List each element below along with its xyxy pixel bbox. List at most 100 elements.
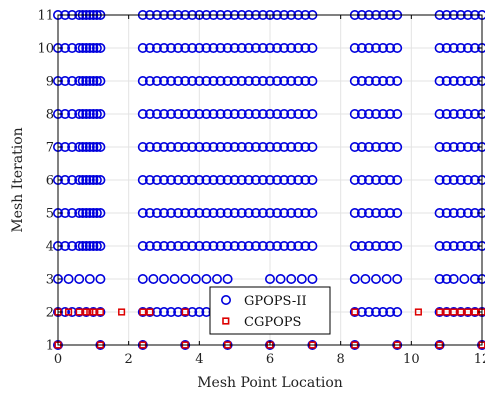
gpops-point [84,175,95,186]
gpops-point [180,273,191,284]
gpops-point [286,175,297,186]
gpops-point [250,175,261,186]
gpops-point [275,273,286,284]
legend: GPOPS-II CGPOPS [209,286,331,335]
gpops-point [307,208,318,219]
gpops-point [95,109,106,120]
legend-box [209,286,331,335]
gpops-point [74,42,85,53]
gpops-point [173,76,184,87]
y-tick-label: 2 [46,306,54,321]
gpops-point [166,109,177,120]
gpops-point [363,241,374,252]
gpops-point [434,109,445,120]
gpops-point [363,42,374,53]
gpops-point [385,42,396,53]
gpops-point [187,142,198,153]
gpops-point [462,175,473,186]
gpops-point [137,273,148,284]
x-tick-label: 6 [266,352,274,367]
gpops-point [194,306,205,317]
gpops-point [264,241,275,252]
gpops-point [91,76,102,87]
gpops-point [279,241,290,252]
gpops-point [349,306,360,317]
gpops-point [243,175,254,186]
gpops-point [356,76,367,87]
gpops-point [173,175,184,186]
gpops-point [180,76,191,87]
gpops-point [159,142,170,153]
gpops-point [208,109,219,120]
gpops-point [88,76,99,87]
gpops-point [95,76,106,87]
y-tick-label: 10 [37,42,54,57]
gpops-point [434,208,445,219]
gpops-point [257,175,268,186]
gpops-point [272,208,283,219]
gpops-point [250,142,261,153]
gpops-point [77,208,88,219]
gpops-point [229,76,240,87]
gpops-point [349,241,360,252]
gpops-point [385,175,396,186]
gpops-point [307,273,318,284]
gpops-point [159,42,170,53]
gpops-point [455,241,466,252]
y-tick-label: 3 [46,273,54,288]
gpops-point [441,76,452,87]
gpops-point [173,109,184,120]
gpops-point [286,241,297,252]
gpops-point [250,208,261,219]
gpops-point [286,76,297,87]
gpops-point [137,142,148,153]
gpops-point [307,42,318,53]
gpops-point [257,208,268,219]
cgpops-point [75,308,83,316]
gpops-point [190,273,201,284]
gpops-point [385,208,396,219]
gpops-point [77,241,88,252]
gpops-point [144,76,155,87]
gpops-point [293,175,304,186]
gpops-point [81,142,92,153]
gpops-point [201,109,212,120]
gpops-point [180,109,191,120]
gpops-point [187,175,198,186]
gpops-point [363,109,374,120]
gpops-point [279,142,290,153]
gpops-point [392,76,403,87]
gpops-point [137,208,148,219]
cgpops-point [89,308,97,316]
y-axis-title: Mesh Iteration [10,127,26,232]
gpops-point [166,42,177,53]
x-tick-label: 10 [403,352,420,367]
gpops-point [151,208,162,219]
gpops-point [385,306,396,317]
gpops-point [222,208,233,219]
gpops-point [272,241,283,252]
gpops-point [392,208,403,219]
gpops-point [279,42,290,53]
gpops-point [74,109,85,120]
gpops-point [378,175,389,186]
gpops-point [392,241,403,252]
gpops-point [264,109,275,120]
gpops-point [187,241,198,252]
gpops-point [166,241,177,252]
gpops-point [95,42,106,53]
gpops-point [180,42,191,53]
gpops-point [151,109,162,120]
gpops-point [307,109,318,120]
gpops-point [356,42,367,53]
gpops-point [243,76,254,87]
gpops-point [243,109,254,120]
gpops-point [462,208,473,219]
gpops-point [67,109,78,120]
gpops-point [300,142,311,153]
gpops-point [67,142,78,153]
gpops-point [356,208,367,219]
gpops-point [300,109,311,120]
gpops-point [257,241,268,252]
